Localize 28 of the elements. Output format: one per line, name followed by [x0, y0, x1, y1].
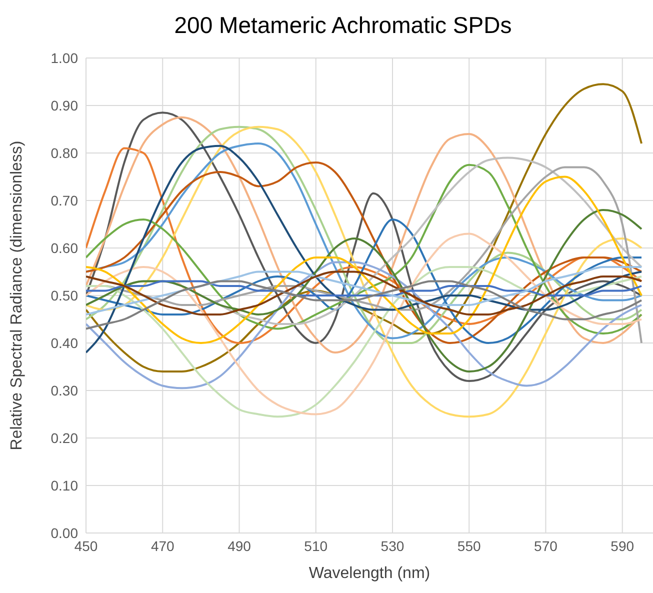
y-tick-label: 0.30	[50, 382, 78, 398]
x-tick-label: 510	[304, 538, 328, 554]
x-tick-label: 570	[534, 538, 558, 554]
x-tick-label: 550	[457, 538, 481, 554]
y-tick-label: 0.50	[50, 287, 78, 304]
line-series	[86, 209, 643, 372]
x-tick-label: 490	[228, 538, 252, 554]
y-tick-label: 1.00	[50, 50, 78, 66]
y-tick-label: 0.70	[50, 192, 78, 208]
line-series	[86, 261, 643, 390]
y-tick-label: 0.60	[50, 240, 78, 256]
x-tick-label: 590	[610, 538, 634, 554]
chart-title: 200 Metameric Achromatic SPDs	[173, 12, 513, 39]
line-series	[86, 218, 643, 344]
line-series	[86, 266, 643, 418]
x-tick-label: 530	[380, 538, 404, 554]
y-tick-label: 0.20	[50, 430, 78, 446]
line-series	[86, 280, 643, 330]
line-series	[86, 232, 643, 416]
y-tick-label: 0.40	[50, 334, 78, 351]
y-tick-label: 0.10	[50, 477, 78, 494]
y-axis-title: Relative Spectral Radiance (dimensionless)	[8, 140, 26, 450]
line-series	[86, 126, 643, 418]
y-tick-label: 0.80	[50, 144, 78, 161]
x-tick-label: 470	[150, 538, 175, 554]
line-series	[86, 280, 643, 296]
x-axis-title: Wavelength (nm)	[308, 565, 430, 582]
y-tick-label: 0.90	[50, 97, 78, 114]
